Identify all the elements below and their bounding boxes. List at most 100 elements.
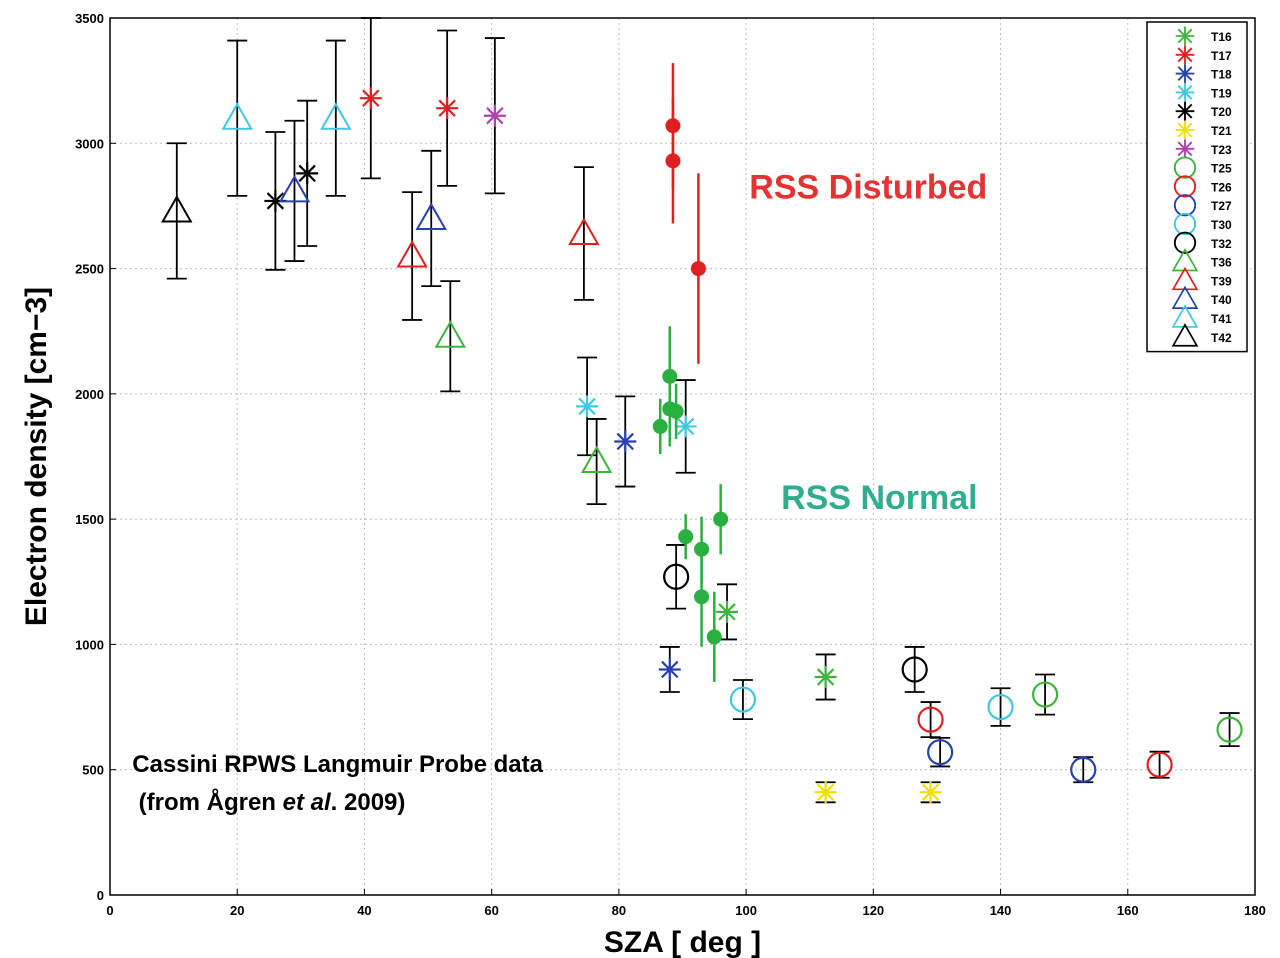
triangle-marker	[396, 240, 428, 268]
plot-frame	[109, 17, 1256, 896]
series-T40	[278, 119, 447, 288]
series-T25	[1031, 673, 1243, 748]
data-point	[713, 484, 729, 555]
legend-label: T21	[1211, 124, 1232, 138]
x-tick-label: 160	[1117, 903, 1139, 918]
circle-marker	[1173, 175, 1197, 198]
data-point	[652, 398, 668, 454]
legend-marker	[1171, 247, 1199, 272]
series-T27	[927, 736, 1097, 784]
legend-item: T25	[1173, 156, 1232, 179]
legend-item: T41	[1171, 304, 1232, 328]
series-dot	[652, 326, 729, 683]
legend-label: T40	[1211, 293, 1232, 307]
legend-label: T18	[1211, 68, 1232, 82]
legend-label: T41	[1211, 312, 1232, 326]
data-point	[221, 39, 253, 197]
legend-item: T40	[1171, 285, 1232, 309]
asterisk-marker	[576, 395, 599, 418]
dot-marker	[668, 403, 684, 419]
x-tick-label: 60	[484, 903, 498, 918]
data-point	[296, 99, 319, 247]
y-tick-label: 2000	[75, 387, 104, 402]
data-point	[580, 418, 613, 506]
data-point	[1146, 750, 1173, 779]
legend: T16 T17 T18 T19 T20 T21 T23 T25 T26 T27 T30 T32 T36 T…	[1146, 21, 1248, 353]
triangle-marker	[278, 174, 311, 203]
legend-item: T39	[1171, 266, 1232, 291]
data-point	[614, 395, 637, 488]
asterisk-marker	[1175, 101, 1195, 121]
triangle-marker	[1171, 323, 1199, 347]
legend-item: T30	[1173, 212, 1232, 236]
data-point	[917, 701, 944, 739]
legend-item: T42	[1171, 323, 1232, 347]
dot-marker	[652, 418, 668, 434]
data-point	[434, 280, 467, 393]
legend-item: T16	[1175, 26, 1232, 46]
legend-marker	[1175, 26, 1195, 46]
legend-marker	[1175, 83, 1195, 102]
data-point	[690, 173, 706, 364]
data-point	[658, 646, 681, 693]
asterisk-marker	[814, 666, 837, 689]
data-point	[694, 546, 710, 647]
data-point	[814, 781, 837, 804]
y-axis-label: Electron density [cm−3]	[20, 287, 53, 626]
asterisk-marker	[1175, 83, 1195, 102]
legend-marker	[1175, 64, 1195, 83]
circle-marker	[663, 563, 690, 590]
dot-marker	[713, 511, 729, 527]
legend-label: T25	[1211, 162, 1232, 176]
dot-marker	[694, 589, 710, 605]
legend-marker	[1175, 139, 1195, 159]
series-T32	[663, 544, 928, 693]
series-T20	[264, 99, 319, 271]
legend-marker	[1171, 266, 1199, 291]
data-point	[320, 39, 352, 197]
legend-marker	[1171, 304, 1199, 328]
data-point	[568, 166, 600, 301]
circle-marker	[1173, 231, 1197, 254]
asterisk-marker	[1175, 120, 1195, 140]
legend-marker	[1175, 120, 1195, 140]
legend-item: T23	[1175, 139, 1232, 159]
annotation-source-line1: Cassini RPWS Langmuir Probe data	[132, 751, 543, 778]
legend-marker	[1173, 231, 1197, 254]
asterisk-marker	[674, 415, 697, 438]
circle-marker	[987, 693, 1014, 721]
circle-marker	[901, 656, 928, 683]
circle-marker	[1146, 751, 1173, 778]
data-point	[674, 379, 697, 474]
legend-marker	[1175, 45, 1195, 65]
data-point	[576, 356, 599, 457]
y-tick-label: 1500	[75, 512, 104, 527]
circle-marker	[1173, 212, 1197, 236]
asterisk-marker	[1175, 45, 1195, 65]
y-tick-label: 2500	[75, 262, 104, 277]
x-tick-label: 80	[612, 903, 626, 918]
data-point	[1216, 712, 1243, 748]
data-point	[716, 583, 739, 641]
data-point	[901, 646, 928, 693]
legend-label: T19	[1211, 86, 1232, 100]
asterisk-marker	[359, 87, 382, 110]
axis-ticks: 0 20 40 60 80 100 120 140 160 180 0 500 1000 1500 2000…	[75, 11, 1266, 918]
annotation-source-italic: et al	[283, 789, 332, 816]
annotation-rss-normal: RSS Normal	[781, 479, 978, 517]
legend-label: T36	[1211, 256, 1232, 270]
data-point	[706, 591, 722, 683]
circle-marker	[917, 706, 944, 733]
series-T18	[614, 395, 681, 693]
triangle-marker	[580, 445, 613, 474]
series-T42	[161, 142, 193, 280]
asterisk-marker	[1175, 64, 1195, 83]
x-tick-label: 120	[862, 903, 884, 918]
series-T36	[434, 280, 613, 506]
data-point	[161, 142, 193, 280]
asterisk-marker	[436, 97, 459, 120]
data-layer	[161, 17, 1243, 804]
dot-marker	[706, 629, 722, 645]
legend-item: T18	[1175, 64, 1232, 83]
x-tick-label: 20	[230, 903, 244, 918]
